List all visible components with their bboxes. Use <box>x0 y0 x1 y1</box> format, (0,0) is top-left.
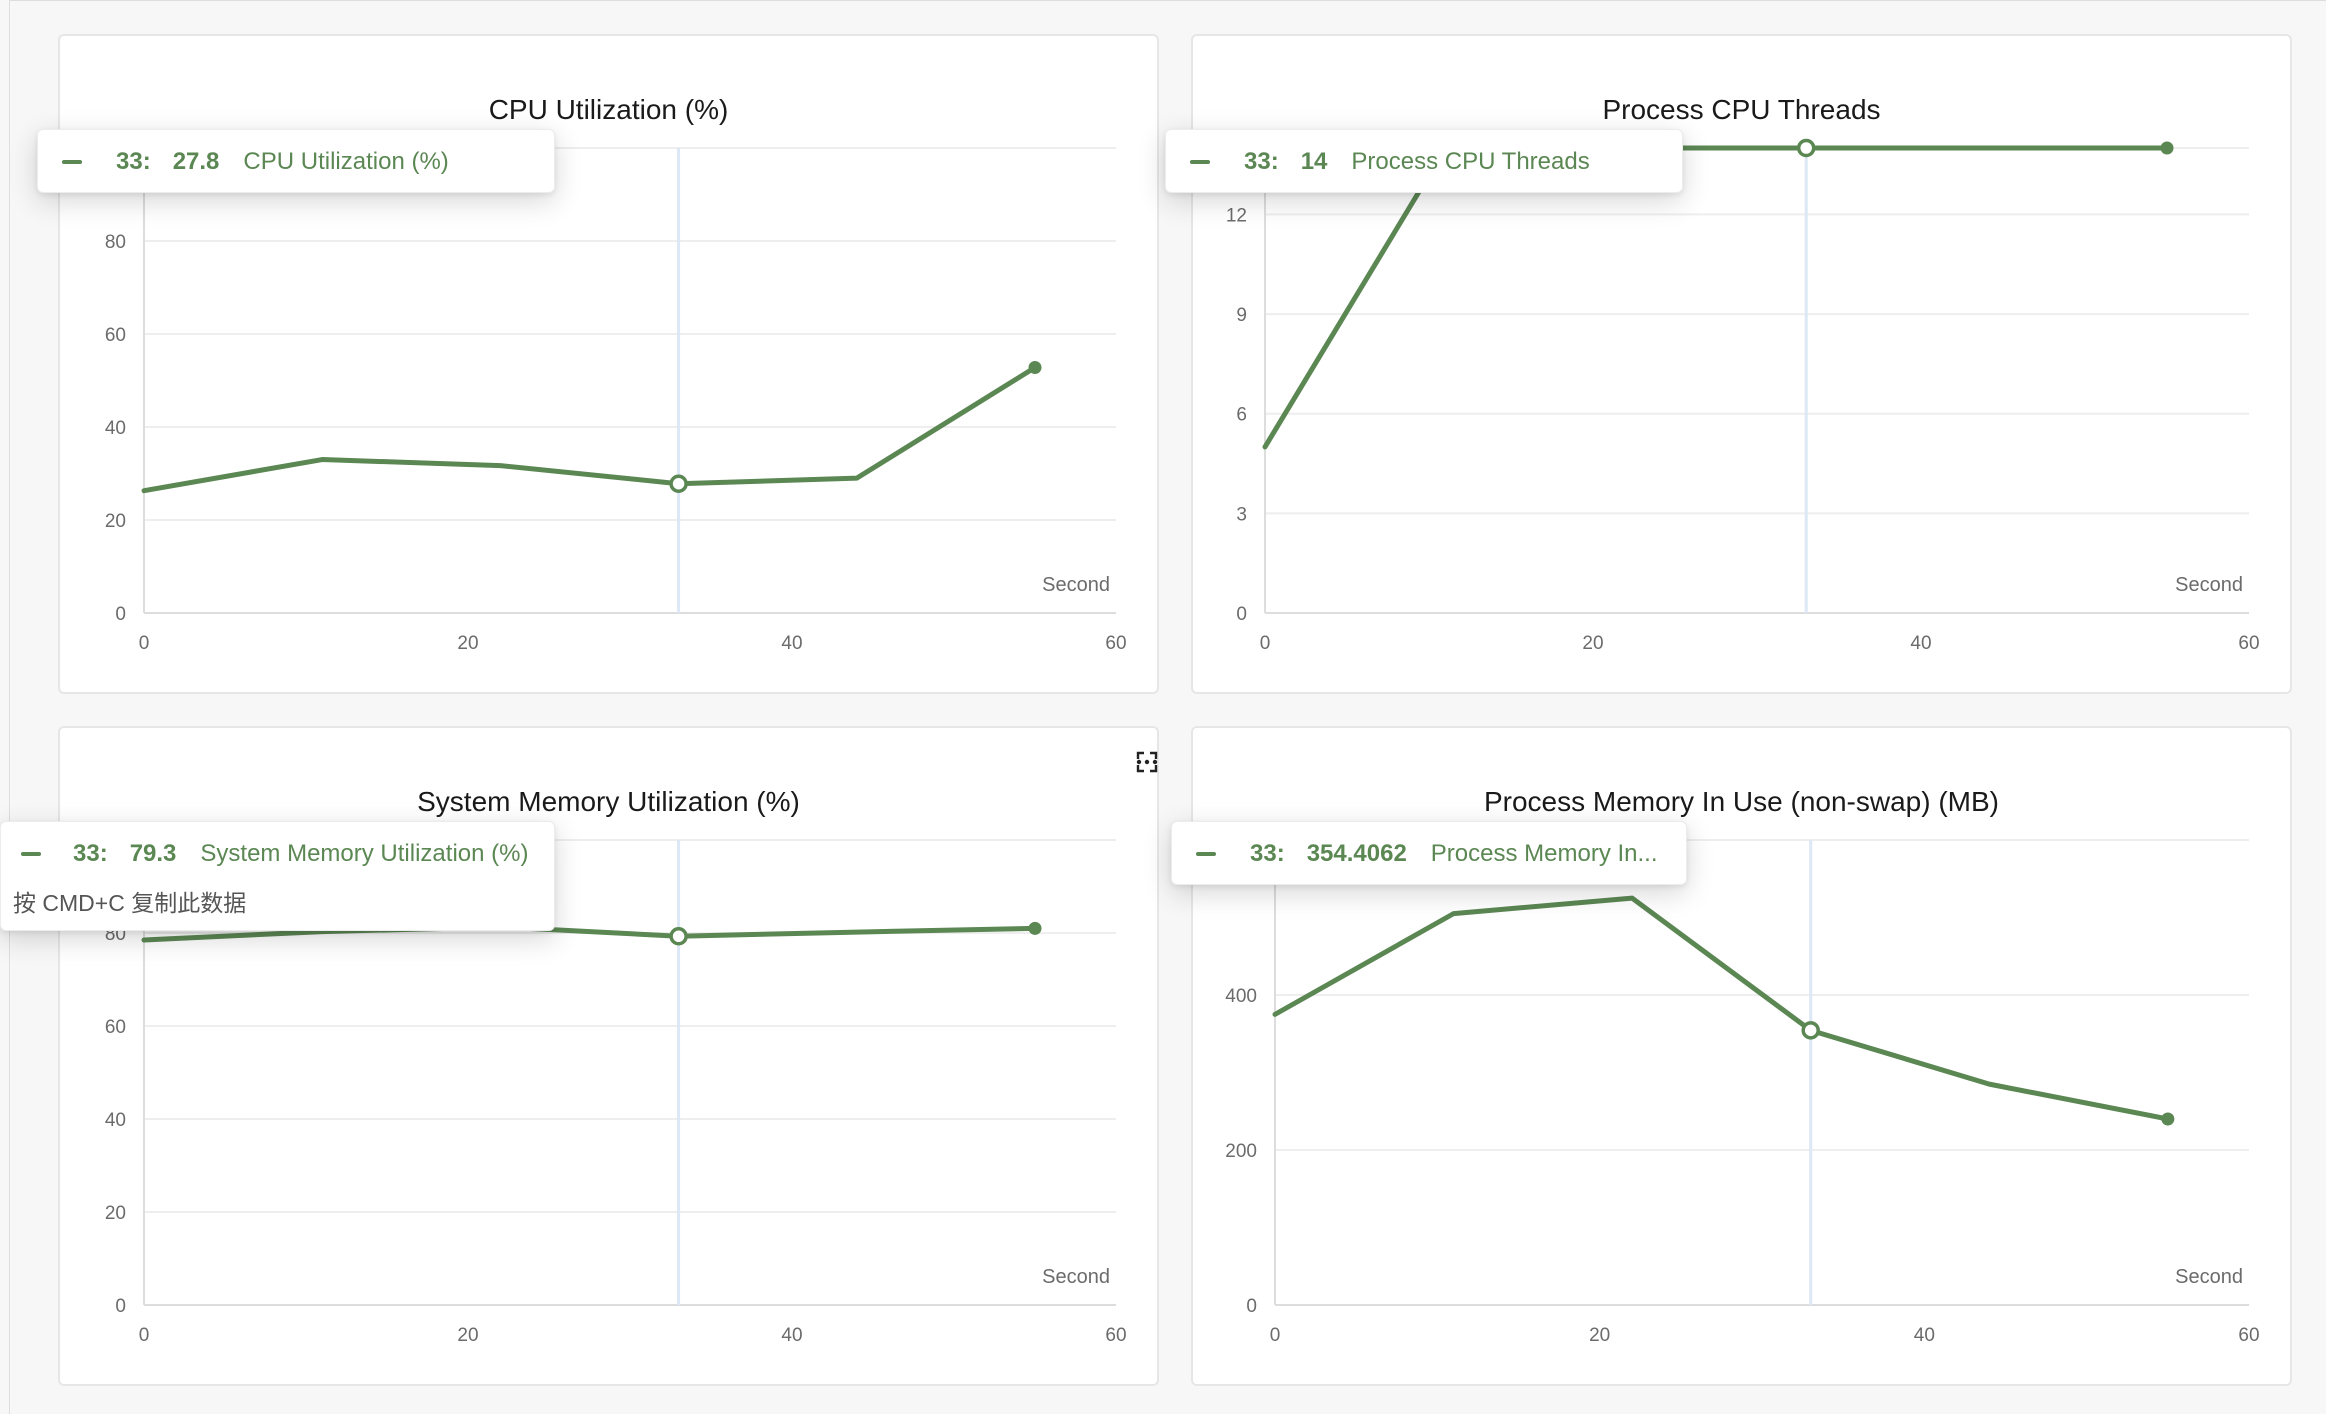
tooltip-value: 79.3 <box>129 840 177 867</box>
series-line <box>1262 145 2170 450</box>
top-divider <box>9 0 2326 1</box>
x-tick-label: 20 <box>1589 1325 1610 1346</box>
highlighted-point <box>1796 138 1816 158</box>
series-swatch <box>62 160 82 164</box>
y-tick-label: 40 <box>105 418 126 439</box>
y-tick-label: 400 <box>1225 986 1257 1007</box>
x-tick-label: 20 <box>457 633 478 654</box>
chart-svg[interactable]: 0 200 400 0 20 40 60 Second <box>1193 728 2294 1388</box>
tooltip-step: 33: <box>116 148 151 175</box>
chart-card-process-cpu-threads[interactable]: Process CPU Threads 0 3 6 9 12 0 20 40 60 Second <box>1191 34 2292 694</box>
tooltip-process-memory-in-use: 33: 354.4062 Process Memory In... <box>1171 821 1687 885</box>
last-point <box>2160 141 2174 155</box>
tooltip-system-memory-utilization: 33: 79.3 System Memory Utilization (%) 按… <box>0 821 555 931</box>
tooltip-value: 354.4062 <box>1306 840 1407 867</box>
x-tick-label: 60 <box>1105 633 1126 654</box>
tooltip-step: 33: <box>1244 148 1279 175</box>
series-line <box>1272 895 2171 1122</box>
x-tick-label: 40 <box>1910 633 1931 654</box>
x-tick-label: 40 <box>781 633 802 654</box>
highlighted-point <box>669 927 688 946</box>
x-tick-label: 60 <box>2238 1325 2259 1346</box>
y-tick-label: 80 <box>105 232 126 253</box>
y-tick-label: 6 <box>1236 405 1247 426</box>
last-point <box>1028 360 1042 374</box>
y-tick-label: 60 <box>105 1017 126 1038</box>
tooltip-process-cpu-threads: 33: 14 Process CPU Threads <box>1165 129 1683 193</box>
x-unit-label: Second <box>2175 574 2243 596</box>
x-tick-label: 40 <box>781 1325 802 1346</box>
tooltip-series-name: CPU Utilization (%) <box>243 148 449 175</box>
series-swatch <box>1196 852 1216 856</box>
series-line <box>141 364 1038 494</box>
x-tick-label: 60 <box>1105 1325 1126 1346</box>
y-tick-label: 3 <box>1236 504 1247 525</box>
y-tick-label: 60 <box>105 325 126 346</box>
y-tick-label: 20 <box>105 1203 126 1224</box>
expand-icon[interactable] <box>1135 750 1159 774</box>
y-tick-label: 0 <box>1246 1296 1257 1317</box>
x-tick-label: 20 <box>1582 633 1603 654</box>
x-unit-label: Second <box>1042 1266 1110 1288</box>
tooltip-step: 33: <box>73 840 108 867</box>
chart-title: CPU Utilization (%) <box>488 94 729 125</box>
chart-svg[interactable]: 0 3 6 9 12 0 20 40 60 Second <box>1193 36 2294 696</box>
x-tick-label: 20 <box>457 1325 478 1346</box>
tooltip-copy-hint: 按 CMD+C 复制此数据 <box>13 890 247 916</box>
chart-title: Process Memory In Use (non-swap) (MB) <box>1483 786 1999 817</box>
tooltip-value: 14 <box>1300 148 1328 175</box>
chart-svg[interactable]: 0 20 40 60 80 0 20 40 60 Second <box>60 36 1161 696</box>
x-unit-label: Second <box>1042 574 1110 596</box>
chart-title: System Memory Utilization (%) <box>417 786 800 817</box>
tooltip-series-name: Process CPU Threads <box>1351 148 1590 175</box>
x-tick-label: 0 <box>139 633 150 654</box>
y-tick-label: 200 <box>1225 1141 1257 1162</box>
more-horizontal-icon[interactable] <box>1135 750 1159 774</box>
last-point <box>2161 1112 2175 1126</box>
y-tick-label: 40 <box>105 1110 126 1131</box>
x-tick-label: 60 <box>2238 633 2259 654</box>
y-tick-label: 0 <box>115 604 126 625</box>
highlighted-point <box>1801 1021 1820 1040</box>
x-tick-label: 40 <box>1914 1325 1935 1346</box>
y-tick-label: 0 <box>1236 604 1247 625</box>
y-tick-label: 20 <box>105 511 126 532</box>
tooltip-cpu-utilization: 33: 27.8 CPU Utilization (%) <box>37 129 555 193</box>
x-unit-label: Second <box>2175 1266 2243 1288</box>
tooltip-step: 33: <box>1250 840 1285 867</box>
y-tick-label: 9 <box>1236 305 1247 326</box>
tooltip-value: 27.8 <box>172 148 220 175</box>
x-tick-label: 0 <box>139 1325 150 1346</box>
tooltip-series-name: System Memory Utilization (%) <box>200 840 529 867</box>
highlighted-point <box>669 474 688 493</box>
last-point <box>1028 921 1042 935</box>
left-divider <box>9 0 10 1414</box>
x-tick-label: 0 <box>1270 1325 1281 1346</box>
y-tick-label: 0 <box>115 1296 126 1317</box>
chart-title: Process CPU Threads <box>1602 94 1881 125</box>
x-tick-label: 0 <box>1260 633 1271 654</box>
tooltip-series-name: Process Memory In... <box>1430 840 1658 867</box>
series-line <box>141 924 1038 943</box>
y-tick-label: 12 <box>1226 205 1247 226</box>
series-swatch <box>1190 160 1210 164</box>
series-swatch <box>21 852 41 856</box>
